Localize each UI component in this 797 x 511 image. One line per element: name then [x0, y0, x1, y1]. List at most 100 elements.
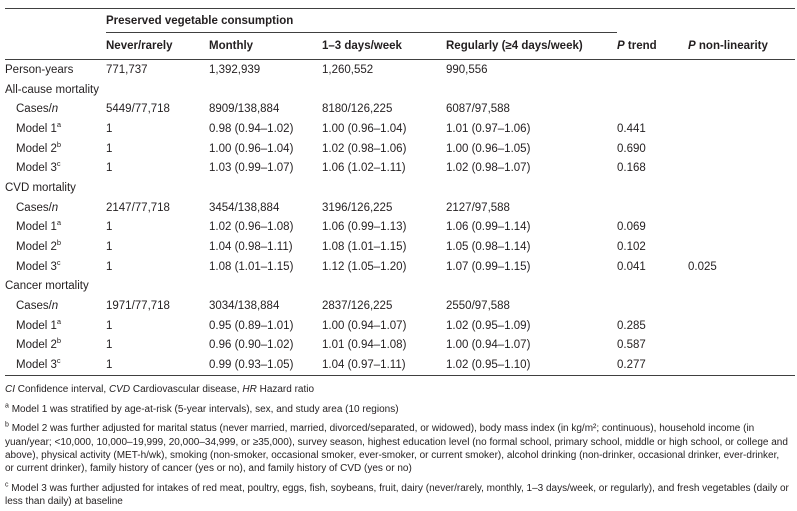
table-row-cases: Cases/n 2147/77,718 3454/138,884 3196/12… [5, 198, 795, 218]
table-row-model-1: Model 1a 1 0.98 (0.94–1.02) 1.00 (0.96–1… [5, 119, 795, 139]
row-label: Model 1a [16, 120, 62, 135]
table-cell [688, 139, 795, 159]
table-cell [688, 316, 795, 336]
table-cell: 0.102 [617, 241, 646, 254]
table-cell: 8180/126,225 [322, 103, 393, 116]
table-cell: 1.07 (0.99–1.15) [446, 260, 531, 273]
table-cell: 1,260,552 [322, 63, 374, 76]
table-cell [617, 178, 688, 198]
row-label: Model 2b [16, 336, 62, 352]
table-cell [688, 99, 795, 119]
col-header-p-non-linearity: P non-linearity [688, 32, 796, 60]
row-label: Model 2b [16, 139, 62, 155]
table-cell: 1971/77,718 [106, 300, 170, 313]
table-cell [446, 277, 617, 297]
table-cell: 1.02 (0.98–1.07) [446, 162, 531, 175]
table-cell: 2837/126,225 [322, 300, 393, 313]
footnotes: CI Confidence interval, CVD Cardiovascul… [5, 376, 793, 508]
row-label: Cases/n [16, 201, 59, 214]
table-cell: 2147/77,718 [106, 201, 170, 214]
table-row-model-3: Model 3c 1 1.08 (1.01–1.15) 1.12 (1.05–1… [5, 257, 795, 277]
results-table: Preserved vegetable consumption Never/ra… [5, 8, 796, 377]
col-header-p-trend: P trend [617, 32, 689, 60]
table-row-model-2: Model 2b 1 1.00 (0.96–1.04) 1.02 (0.98–1… [5, 139, 795, 159]
table-cell: 990,556 [446, 63, 488, 76]
table-cell: 1 [106, 319, 113, 332]
table-cell [688, 178, 795, 198]
row-label: Model 1a [16, 316, 62, 332]
table-cell: 0.99 (0.93–1.05) [209, 355, 322, 377]
table-cell [688, 277, 795, 297]
table-cell [209, 80, 322, 100]
section-row-cvd: CVD mortality [5, 178, 795, 198]
table-cell: 1.00 (0.94–1.07) [322, 319, 407, 332]
table-cell [688, 158, 795, 178]
table-cell: 1.02 (0.95–1.10) [446, 355, 618, 377]
table-cell: 0.587 [617, 339, 646, 352]
table-row-model-2: Model 2b 1 0.96 (0.90–1.02) 1.01 (0.94–1… [5, 336, 795, 356]
table-row-cases: Cases/n 5449/77,718 8909/138,884 8180/12… [5, 99, 795, 119]
spanner-row: Preserved vegetable consumption [5, 8, 796, 33]
section-row-cancer: Cancer mortality [5, 277, 795, 297]
table-cell: 1.02 (0.98–1.06) [322, 142, 407, 155]
col-header-stub [5, 32, 106, 60]
table-cell: 1.02 (0.95–1.09) [446, 319, 531, 332]
table-cell: 1,392,939 [209, 63, 261, 76]
table-cell: 1.08 (1.01–1.15) [322, 241, 407, 254]
column-header-row: Never/rarely Monthly 1–3 days/week Regul… [5, 32, 796, 60]
abbreviations-note: CI Confidence interval, CVD Cardiovascul… [5, 384, 315, 395]
table-cell: 3196/126,225 [322, 201, 393, 214]
col-header-regularly: Regularly (≥4 days/week) [446, 32, 618, 60]
table-cell [688, 218, 795, 238]
table-cell: 1.05 (0.98–1.14) [446, 241, 531, 254]
table-cell: 1.08 (1.01–1.15) [209, 260, 294, 273]
table-row-cases: Cases/n 1971/77,718 3034/138,884 2837/12… [5, 296, 795, 316]
spanner-stub-cell [5, 8, 106, 33]
table-cell: 1.00 (0.96–1.04) [209, 142, 294, 155]
table-cell: 0.041 [617, 260, 646, 273]
table-cell [322, 277, 446, 297]
table-cell: 0.441 [617, 122, 646, 135]
row-label: Person-years [5, 63, 74, 76]
table-cell: 5449/77,718 [106, 103, 170, 116]
table-cell [688, 198, 795, 218]
table-cell: 0.025 [688, 260, 717, 273]
table-cell: 2127/97,588 [446, 201, 510, 214]
table-row-model-3: Model 3c 1 1.03 (0.99–1.07) 1.06 (1.02–1… [5, 158, 795, 178]
table-cell [446, 178, 617, 198]
table-cell [617, 60, 688, 80]
col-header-monthly: Monthly [209, 32, 322, 60]
table-cell: 1 [106, 122, 113, 135]
table-cell: 1.04 (0.98–1.11) [209, 241, 293, 254]
table-row-model-3: Model 3c 1 0.99 (0.93–1.05) 1.04 (0.97–1… [5, 355, 796, 377]
row-label: Cases/n [16, 103, 59, 116]
table-cell: 1.00 (0.96–1.05) [446, 142, 531, 155]
section-label: Cancer mortality [5, 280, 89, 293]
table-cell: 1 [106, 142, 113, 155]
row-label: Model 2b [16, 238, 62, 254]
row-label: Model 1a [16, 218, 62, 234]
table-cell: 1.06 (1.02–1.11) [322, 162, 406, 175]
table-cell: 0.95 (0.89–1.01) [209, 319, 294, 332]
table-cell: 1.06 (0.99–1.13) [322, 221, 407, 234]
table-cell [688, 296, 795, 316]
table-cell [617, 80, 688, 100]
table-cell: 1.12 (1.05–1.20) [322, 260, 407, 273]
table-cell: 8909/138,884 [209, 103, 280, 116]
table-cell: 1.01 (0.97–1.06) [446, 122, 531, 135]
table-cell [617, 198, 688, 218]
table-cell: 0.277 [617, 355, 689, 377]
table-cell: 1 [106, 339, 113, 352]
table-cell: 1 [106, 221, 113, 234]
section-label: CVD mortality [5, 181, 76, 194]
section-label: All-cause mortality [5, 83, 99, 96]
footnote-a: a Model 1 was stratified by age-at-risk … [5, 402, 399, 415]
table-cell [106, 277, 209, 297]
table-cell: 0.069 [617, 221, 646, 234]
table-row-model-1: Model 1a 1 1.02 (0.96–1.08) 1.06 (0.99–1… [5, 218, 795, 238]
table-cell: 0.98 (0.94–1.02) [209, 122, 294, 135]
table-cell [688, 336, 795, 356]
footnote-c: c Model 3 was further adjusted for intak… [5, 481, 789, 507]
table-cell [617, 99, 688, 119]
